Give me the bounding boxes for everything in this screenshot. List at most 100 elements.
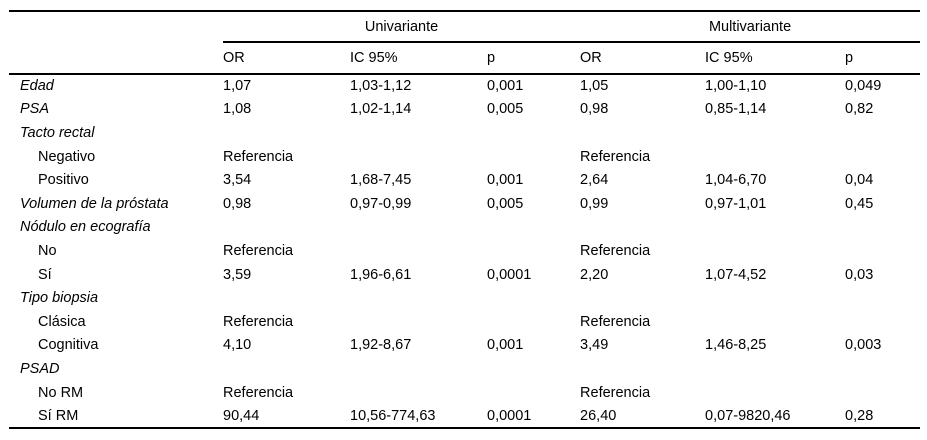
cell-p-multivariante: 0,04 <box>845 172 874 189</box>
cell-ic95-univariante <box>350 286 487 310</box>
table-row: PSA 1,08 1,02-1,14 0,005 0,98 0,85-1,14 0,82 <box>9 98 920 122</box>
cell-ic95-univariante: 1,96-6,61 <box>350 266 412 283</box>
table-row: Clásica Referencia Referencia <box>9 310 920 334</box>
row-label: Cognitiva <box>38 337 99 354</box>
cell-ic95-univariante <box>350 216 487 240</box>
cell-ic95-multivariante: 1,46-8,25 <box>705 337 767 354</box>
cell-or-univariante: 0,98 <box>223 195 252 212</box>
column-header-p-univariante: p <box>487 42 581 75</box>
row-label: PSAD <box>20 360 60 377</box>
table-row: Positivo 3,54 1,68-7,45 0,001 2,64 1,04-6,70 0… <box>9 168 920 192</box>
cell-or-univariante <box>223 121 350 145</box>
cell-or-multivariante <box>580 216 705 240</box>
row-label: No <box>38 242 57 259</box>
row-label: Sí <box>38 266 52 283</box>
cell-or-multivariante: Referencia <box>580 242 651 259</box>
table-row: No RM Referencia Referencia <box>9 381 920 405</box>
table-row: Nódulo en ecografía <box>9 216 920 240</box>
cell-ic95-multivariante: 1,07-4,52 <box>705 266 767 283</box>
column-header-p-multivariante: p <box>845 42 921 75</box>
cell-p-multivariante: 0,45 <box>845 195 874 212</box>
cell-p-univariante <box>487 381 580 405</box>
cell-or-multivariante: 0,98 <box>580 101 609 118</box>
cell-ic95-univariante: 1,92-8,67 <box>350 337 412 354</box>
cell-p-multivariante: 0,28 <box>845 407 874 424</box>
group-header-univariante: Univariante <box>223 11 581 43</box>
table-row: Negativo Referencia Referencia <box>9 145 920 169</box>
row-label: Tacto rectal <box>20 124 95 141</box>
cell-ic95-multivariante: 0,07-9820,46 <box>705 407 791 424</box>
cell-or-multivariante: 0,99 <box>580 195 609 212</box>
cell-ic95-multivariante <box>705 216 845 240</box>
cell-p-multivariante: 0,82 <box>845 101 874 118</box>
row-label: Tipo biopsia <box>20 290 99 307</box>
cell-ic95-multivariante: 0,85-1,14 <box>705 101 767 118</box>
cell-p-univariante: 0,0001 <box>487 407 532 424</box>
cell-or-univariante: 3,54 <box>223 172 252 189</box>
table-row: No Referencia Referencia <box>9 239 920 263</box>
table-body: Edad 1,07 1,03-1,12 0,001 1,05 1,00-1,10 0,049… <box>9 74 920 428</box>
cell-p-multivariante <box>845 239 920 263</box>
cell-p-univariante: 0,001 <box>487 337 524 354</box>
cell-or-multivariante: 1,05 <box>580 78 609 95</box>
cell-or-multivariante: 3,49 <box>580 337 609 354</box>
row-label: Negativo <box>38 148 96 165</box>
cell-p-multivariante <box>845 310 920 334</box>
empty-label-header-cell <box>9 42 223 75</box>
cell-p-multivariante: 0,003 <box>845 337 882 354</box>
cell-or-univariante: 1,07 <box>223 78 252 95</box>
cell-ic95-multivariante <box>705 381 845 405</box>
cell-p-univariante <box>487 357 580 381</box>
cell-ic95-univariante: 1,68-7,45 <box>350 172 412 189</box>
cell-ic95-univariante <box>350 145 487 169</box>
cell-p-multivariante <box>845 286 920 310</box>
table-row: PSAD <box>9 357 920 381</box>
cell-ic95-univariante: 1,02-1,14 <box>350 101 412 118</box>
cell-or-multivariante <box>580 121 705 145</box>
table-row: Tacto rectal <box>9 121 920 145</box>
cell-p-multivariante: 0,049 <box>845 78 882 95</box>
cell-ic95-univariante <box>350 310 487 334</box>
cell-p-multivariante <box>845 381 920 405</box>
cell-ic95-univariante <box>350 381 487 405</box>
group-header-multivariante: Multivariante <box>580 11 921 43</box>
cell-p-univariante <box>487 216 580 240</box>
row-label: Clásica <box>38 313 86 330</box>
group-header-row: Univariante Multivariante <box>9 11 921 43</box>
cell-p-univariante: 0,0001 <box>487 266 532 283</box>
empty-corner-cell <box>9 11 223 42</box>
cell-p-univariante: 0,005 <box>487 195 524 212</box>
cell-ic95-univariante <box>350 121 487 145</box>
row-label: Edad <box>20 78 54 95</box>
cell-or-univariante: 3,59 <box>223 266 252 283</box>
table-row: Volumen de la próstata 0,98 0,97-0,99 0,005… <box>9 192 920 216</box>
cell-ic95-multivariante <box>705 145 845 169</box>
column-header-or-univariante: OR <box>223 42 350 75</box>
cell-p-multivariante <box>845 145 920 169</box>
cell-p-multivariante: 0,03 <box>845 266 874 283</box>
column-header-or-multivariante: OR <box>580 42 706 75</box>
table-row: Tipo biopsia <box>9 286 920 310</box>
cell-ic95-univariante <box>350 357 487 381</box>
cell-or-univariante: 1,08 <box>223 101 252 118</box>
cell-p-univariante: 0,001 <box>487 172 524 189</box>
table-row: Edad 1,07 1,03-1,12 0,001 1,05 1,00-1,10 0,049 <box>9 74 920 98</box>
cell-ic95-univariante: 1,03-1,12 <box>350 78 412 95</box>
cell-ic95-multivariante: 1,04-6,70 <box>705 172 767 189</box>
cell-or-univariante <box>223 286 350 310</box>
cell-or-univariante: Referencia <box>223 313 294 330</box>
cell-ic95-univariante: 10,56-774,63 <box>350 407 436 424</box>
cell-or-univariante <box>223 216 350 240</box>
cell-ic95-multivariante <box>705 357 845 381</box>
column-header-ic95-univariante: IC 95% <box>350 42 487 75</box>
cell-p-univariante <box>487 121 580 145</box>
cell-or-multivariante <box>580 357 705 381</box>
row-label: Sí RM <box>38 407 79 424</box>
cell-or-univariante: Referencia <box>223 148 294 165</box>
row-label: Volumen de la próstata <box>20 195 169 212</box>
cell-p-univariante: 0,001 <box>487 78 524 95</box>
cell-or-univariante: Referencia <box>223 384 294 401</box>
row-label: Positivo <box>38 172 89 189</box>
cell-or-multivariante: Referencia <box>580 384 651 401</box>
row-label: PSA <box>20 101 50 118</box>
